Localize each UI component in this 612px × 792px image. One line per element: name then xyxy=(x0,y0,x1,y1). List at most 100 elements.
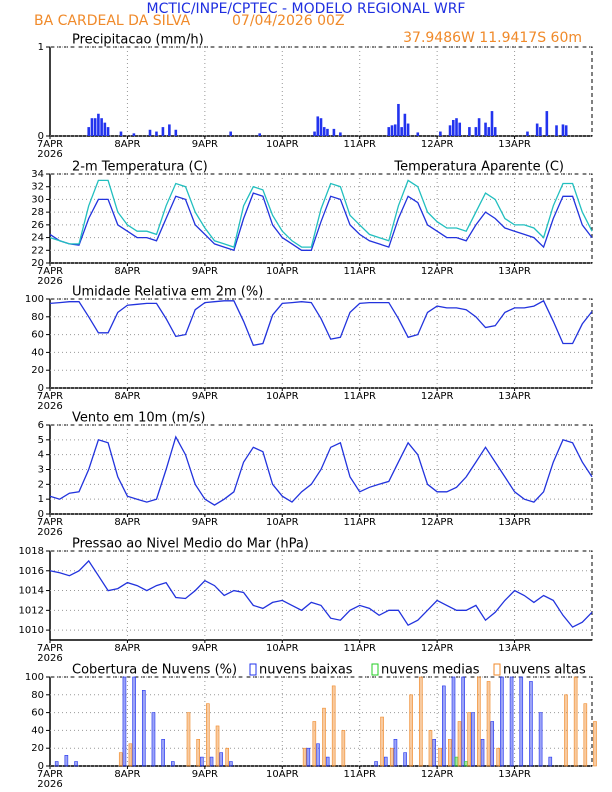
y-tick-label: 1016 xyxy=(19,566,44,577)
legend-label: nuvens altas xyxy=(503,663,586,678)
x-tick-label: 7APR xyxy=(37,643,63,654)
bar xyxy=(319,118,323,136)
header-title: MCTIC/INPE/CPTEC - MODELO REGIONAL WRF xyxy=(147,1,466,17)
bar xyxy=(215,725,220,767)
y-tick-label: 1 xyxy=(38,42,44,53)
x-tick-label: 9APR xyxy=(192,139,218,150)
bar xyxy=(490,111,494,136)
bar xyxy=(161,738,165,767)
x-tick-label: 11APR xyxy=(343,266,376,277)
plot-frame xyxy=(49,173,593,264)
bar xyxy=(490,721,495,767)
bar xyxy=(397,103,400,136)
bar xyxy=(468,127,471,136)
legend-label: nuvens baixas xyxy=(259,663,353,678)
line-series xyxy=(49,192,593,252)
bar xyxy=(484,122,487,136)
y-tick-label: 0 xyxy=(38,509,44,520)
x-tick-label: 11APR xyxy=(343,391,376,402)
y-tick-label: 28 xyxy=(31,207,44,218)
bar xyxy=(400,127,403,136)
x-tick-label: 10APR xyxy=(266,139,299,150)
x-tick-label: 13APR xyxy=(498,391,531,402)
x-tick-label: 8APR xyxy=(114,266,140,277)
bar xyxy=(387,127,391,136)
bar xyxy=(103,122,107,136)
bar xyxy=(461,676,465,767)
y-tick-label: 5 xyxy=(38,435,44,446)
bar xyxy=(174,129,178,136)
bar xyxy=(122,676,127,767)
x-tick-label: 8APR xyxy=(114,391,140,402)
x-year-label: 2026 xyxy=(37,401,62,412)
x-year-label: 2026 xyxy=(37,779,62,790)
bar xyxy=(451,119,455,136)
x-tick-label: 12APR xyxy=(421,139,454,150)
bar xyxy=(561,124,565,136)
bar xyxy=(87,127,91,136)
y-tick-label: 100 xyxy=(25,672,44,683)
bar xyxy=(229,131,232,136)
bar xyxy=(454,756,459,767)
x-tick-label: 9APR xyxy=(192,769,218,780)
x-tick-label: 11APR xyxy=(343,139,376,150)
legend-label: Temperatura Aparente (C) xyxy=(393,160,564,175)
bar xyxy=(374,761,378,767)
bar xyxy=(442,685,446,767)
bar xyxy=(229,761,233,767)
x-tick-label: 9APR xyxy=(192,266,218,277)
legend-swatch xyxy=(493,663,501,676)
bar xyxy=(196,738,200,767)
line-series xyxy=(49,299,593,347)
y-tick-label: 0 xyxy=(38,131,44,142)
bar xyxy=(186,712,191,767)
x-tick-label: 8APR xyxy=(114,769,140,780)
x-tick-label: 10APR xyxy=(266,769,299,780)
bar xyxy=(418,676,423,767)
bar xyxy=(393,124,397,136)
y-tick-label: 100 xyxy=(25,294,44,305)
x-tick-label: 11APR xyxy=(343,517,376,528)
bar xyxy=(148,129,152,136)
y-tick-label: 20 xyxy=(31,365,44,376)
x-tick-label: 12APR xyxy=(421,517,454,528)
y-tick-label: 1 xyxy=(38,494,44,505)
bar xyxy=(389,747,394,767)
bar xyxy=(455,118,458,136)
plot-frame xyxy=(49,550,593,641)
bar xyxy=(448,738,452,767)
x-tick-label: 12APR xyxy=(421,391,454,402)
y-tick-label: 80 xyxy=(31,690,44,701)
header-station: BA CARDEAL DA SILVA xyxy=(34,13,191,29)
bar xyxy=(526,131,529,136)
x-tick-label: 13APR xyxy=(498,517,531,528)
bar xyxy=(593,721,597,767)
bar xyxy=(474,127,478,136)
x-tick-label: 9APR xyxy=(192,391,218,402)
y-tick-label: 40 xyxy=(31,725,44,736)
x-tick-label: 10APR xyxy=(266,643,299,654)
bar xyxy=(390,125,394,136)
bar xyxy=(487,127,491,136)
bar xyxy=(457,721,462,767)
y-tick-label: 4 xyxy=(38,450,44,461)
bar xyxy=(161,127,165,136)
bar xyxy=(155,131,158,136)
bar xyxy=(90,118,94,136)
panel-title: Umidade Relativa em 2m (%) xyxy=(72,285,263,300)
x-tick-label: 8APR xyxy=(114,643,140,654)
y-tick-label: 22 xyxy=(31,245,44,256)
y-tick-label: 0 xyxy=(38,761,44,772)
panel-title: 2-m Temperatura (C) xyxy=(72,160,208,175)
y-tick-label: 0 xyxy=(38,383,44,394)
x-tick-label: 12APR xyxy=(421,769,454,780)
panel-title: Precipitacao (mm/h) xyxy=(72,33,204,48)
bar xyxy=(97,113,100,136)
x-tick-label: 8APR xyxy=(114,517,140,528)
bar xyxy=(132,133,136,136)
bar xyxy=(339,132,342,136)
x-tick-label: 7APR xyxy=(37,139,63,150)
bar xyxy=(509,676,514,767)
bar xyxy=(312,721,317,767)
